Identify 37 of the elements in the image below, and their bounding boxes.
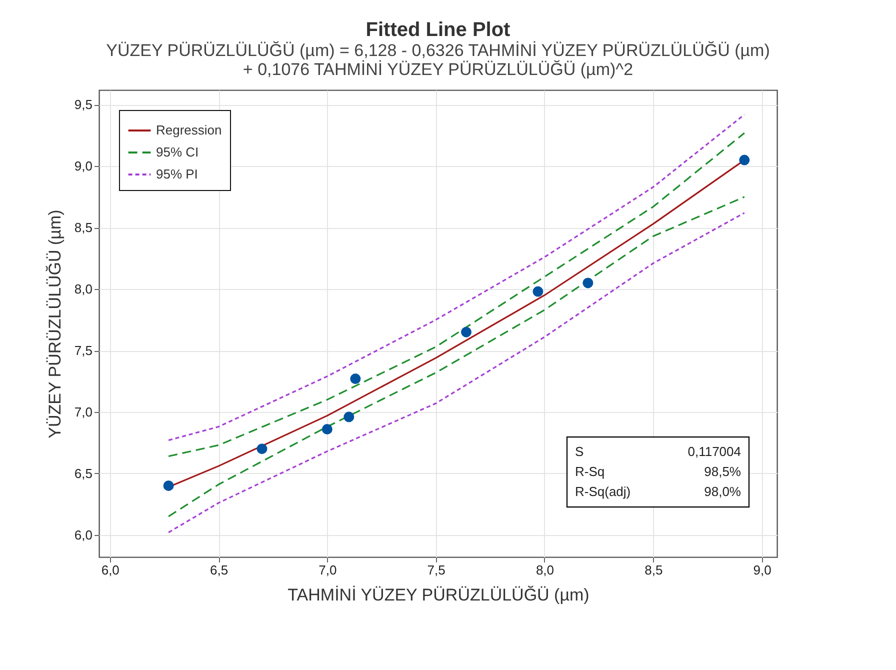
x-tick-label: 7,0	[318, 562, 337, 578]
y-tick-label: 9,0	[74, 158, 92, 174]
y-axis-title: YÜZEY PÜRÜZLÜLÜĞÜ (µm)	[45, 210, 64, 438]
point	[582, 278, 594, 288]
x-tick-label: 6,5	[210, 562, 228, 578]
y-tick-label: 8,5	[74, 220, 92, 236]
chart-title: Fitted Line Plot	[366, 19, 511, 41]
chart-subtitle: YÜZEY PÜRÜZLÜLÜĞÜ (µm) = 6,128 - 0,6326 TAHMİNİ YÜZEY PÜRÜZLÜLÜĞÜ (µm) + 0,1076 TAHMİNİ YÜZEY PÜRÜZLÜLÜĞÜ (µm)^2	[106, 41, 770, 79]
point	[163, 480, 174, 491]
y-tick-label: 6,5	[74, 466, 92, 481]
point	[532, 286, 544, 297]
annotation: R-Sq	[575, 464, 605, 479]
annotation: 98,0%	[704, 484, 742, 499]
annotation: 0,117004	[688, 444, 741, 459]
y-tick-label: 7,5	[74, 343, 92, 358]
point	[256, 444, 268, 454]
x-tick-label: 6,0	[101, 562, 120, 578]
point	[461, 326, 472, 338]
x-tick-label: 9,0	[753, 562, 772, 578]
legend-label: Regression	[156, 122, 222, 138]
y-tick-label: 7,0	[74, 404, 92, 420]
y-tick-label: 9,5	[74, 97, 92, 112]
legend-label: 95% CI	[156, 144, 199, 160]
annotation: R-Sq(adj)	[575, 484, 631, 499]
annotation: S	[575, 444, 584, 459]
y-tick-label: 6,0	[74, 527, 92, 542]
point	[350, 374, 361, 384]
point	[739, 154, 750, 166]
point	[322, 424, 332, 434]
x-tick-label: 8,5	[644, 562, 663, 578]
x-axis-title: TAHMİNİ YÜZEY PÜRÜZLÜLÜĞÜ (µm)	[288, 586, 590, 604]
annotation: 98,5%	[704, 464, 742, 479]
x-tick-label: 8,0	[536, 562, 554, 578]
legend-label: 95% PI	[156, 166, 198, 182]
point	[344, 412, 354, 422]
x-tick-label: 7,5	[427, 562, 446, 578]
y-tick-label: 8,0	[74, 282, 92, 297]
